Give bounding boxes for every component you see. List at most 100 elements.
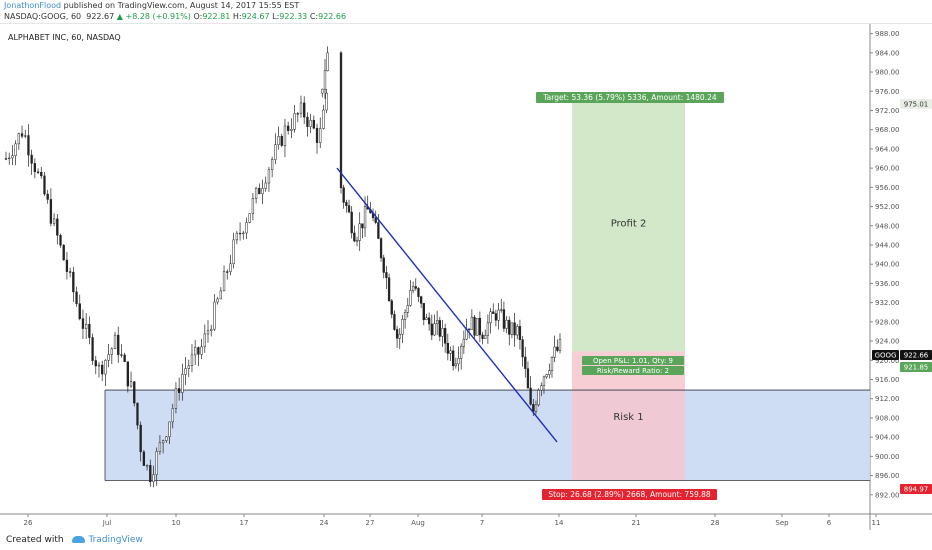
candle-body (395, 329, 399, 339)
candle-body (190, 354, 194, 366)
candle-body (94, 360, 97, 367)
candle-body (258, 187, 261, 195)
candle-body (24, 135, 27, 137)
y-tick-label: 928.00 (875, 318, 900, 326)
x-tick-label: Sep (775, 519, 789, 527)
y-tick-label: 912.00 (875, 395, 900, 403)
x-tick-label: 21 (632, 519, 641, 527)
candle-body (303, 102, 306, 118)
y-tick-label: 984.00 (875, 49, 900, 57)
publish-bar: JonathonFlood published on TradingView.c… (0, 0, 932, 11)
candle-body (49, 199, 53, 224)
candle-body (59, 234, 62, 246)
candle-body (222, 271, 226, 292)
last-price-tag-bg (900, 350, 932, 360)
candle-body (120, 354, 123, 356)
symbol-info-bar: NASDAQ:GOOG, 60 922.67 ▲ +8.28 (+0.91%) … (0, 11, 932, 24)
candle-body (462, 338, 466, 347)
candle-body (489, 311, 492, 324)
y-tick-label: 900.00 (875, 453, 900, 461)
price-chart[interactable]: 988.00 984.00 980.00 976.00 972.00 968.00 964.… (0, 24, 932, 530)
candle-body (345, 202, 348, 206)
y-tick-label: 920.00 (875, 357, 900, 365)
y-tick-label: 968.00 (875, 126, 900, 134)
candle-body (510, 322, 514, 335)
x-tick-label: 27 (366, 519, 375, 527)
candle-body (65, 259, 69, 272)
high-label: H: (232, 12, 242, 21)
candle-body (438, 320, 441, 337)
candle-body (390, 300, 393, 315)
candle-body (62, 244, 65, 261)
close-label: C: (309, 12, 319, 21)
candle-body (85, 323, 88, 329)
y-tick-label: 960.00 (875, 165, 900, 173)
x-tick-label: 24 (320, 519, 329, 527)
candle-body (411, 286, 415, 291)
candle-body (417, 288, 420, 297)
candle-body (43, 175, 46, 195)
candle-body (363, 206, 367, 229)
candle-body (168, 421, 171, 438)
candle-body (433, 323, 436, 336)
candle-body (107, 354, 110, 361)
change-up-icon: ▲ (116, 12, 123, 21)
candle-body (401, 318, 404, 335)
open-value: 922.81 (202, 12, 231, 21)
candle-body (446, 343, 449, 354)
candle-body (274, 144, 277, 160)
candle-body (81, 318, 85, 329)
x-tick-label: 10 (172, 519, 181, 527)
candle-body (342, 187, 345, 203)
candle-body (379, 238, 383, 259)
candle-body (454, 363, 457, 367)
candle-body (30, 154, 33, 164)
x-tick-label: 28 (711, 519, 720, 527)
candle-body (325, 92, 328, 111)
candle-body (556, 346, 559, 351)
candle-body (235, 232, 239, 241)
candle-body (315, 127, 319, 143)
author-link[interactable]: JonathonFlood (4, 1, 62, 10)
candle-body (72, 271, 75, 293)
candle-body (101, 364, 104, 375)
candle-body (139, 424, 142, 453)
tradingview-brand[interactable]: TradingView (88, 535, 143, 545)
close-value: 922.66 (318, 12, 347, 21)
entry-price-tag-bg (900, 362, 932, 372)
target-price-tag: 975.01 (904, 101, 929, 109)
candle-body (277, 136, 280, 145)
candle-body (267, 169, 271, 184)
candle-body (425, 317, 428, 320)
candle-body (149, 465, 152, 483)
x-tick-label: 6 (827, 519, 832, 527)
candle-body (524, 356, 527, 369)
candle-body (177, 388, 181, 393)
candle-body (4, 158, 8, 160)
candle-body (203, 333, 206, 348)
candle-body (142, 451, 146, 466)
candle-body (181, 374, 184, 393)
last-price: 922.67 (86, 12, 115, 21)
candle-body (33, 163, 37, 173)
y-tick-label: 916.00 (875, 376, 900, 384)
candle-body (321, 88, 324, 94)
candle-body (534, 404, 538, 412)
candle-body (553, 346, 556, 358)
candle-body (11, 155, 14, 159)
candle-body (492, 311, 495, 314)
candle-body (430, 323, 433, 336)
candle-body (117, 334, 120, 355)
x-tick-label: Jul (102, 519, 112, 527)
candle-body (350, 211, 353, 234)
y-tick-label: 908.00 (875, 414, 900, 422)
candle-body (232, 239, 235, 265)
candle-body (502, 309, 506, 329)
x-tick-label: 17 (240, 519, 249, 527)
candle-body (323, 70, 327, 90)
y-tick-label: 944.00 (875, 241, 900, 249)
candle-body (473, 316, 476, 336)
candle-body (158, 442, 162, 452)
y-tick-label: 936.00 (875, 280, 900, 288)
candle-body (358, 223, 361, 241)
